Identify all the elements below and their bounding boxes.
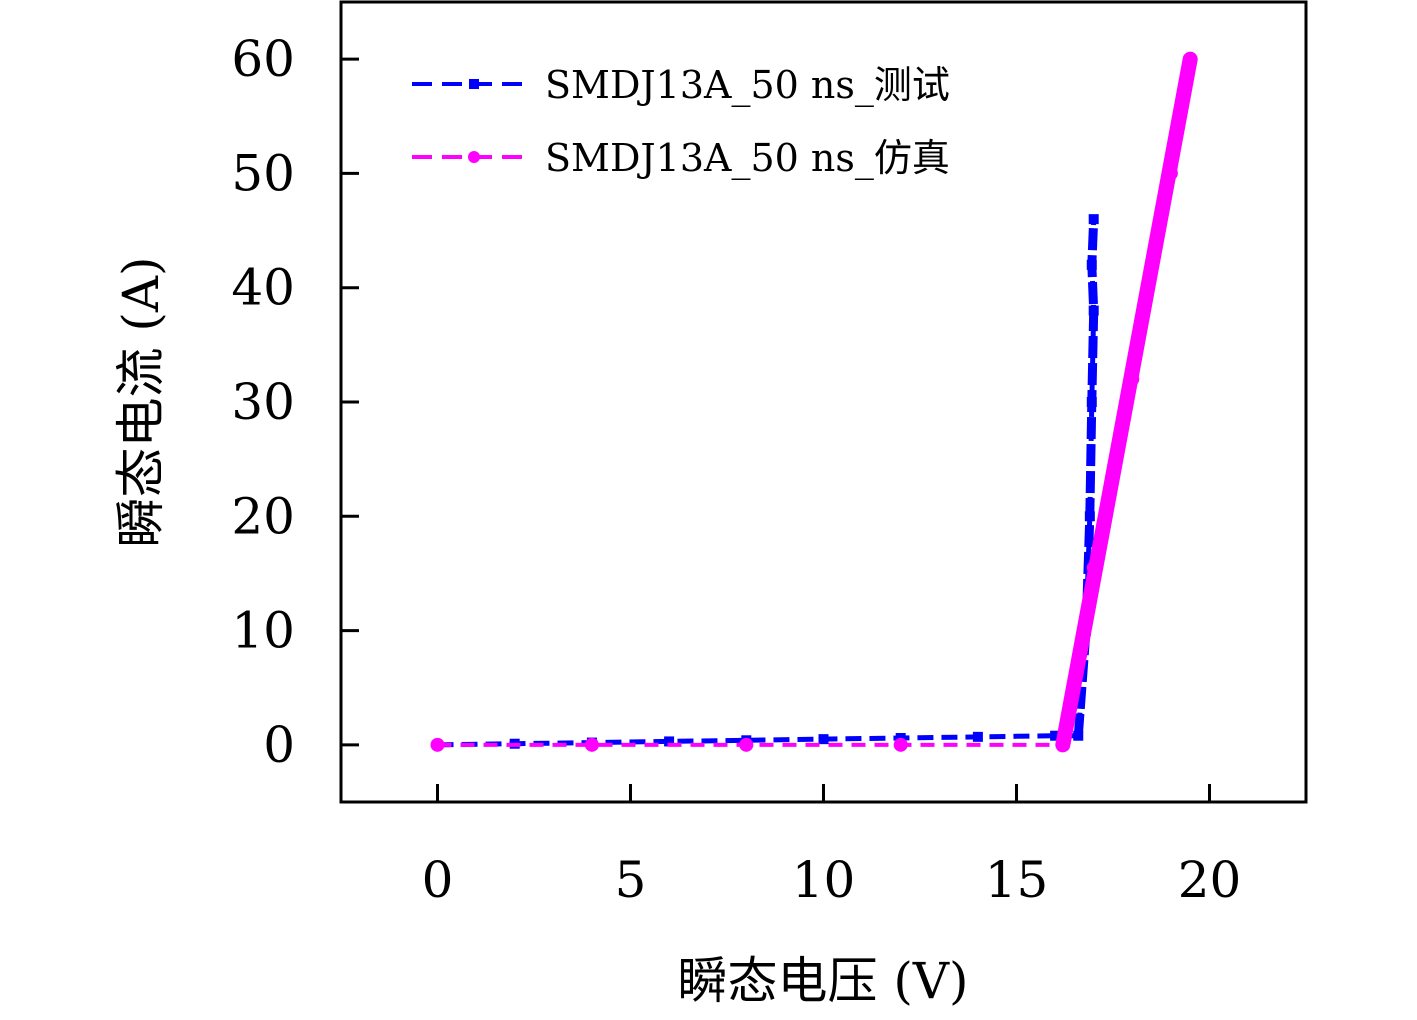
x-tick-label: 15 — [985, 851, 1049, 909]
series-1-point — [972, 731, 983, 742]
y-tick-label: 60 — [231, 30, 295, 88]
legend-marker-2 — [468, 151, 480, 163]
series-line-1 — [437, 218, 1097, 748]
x-axis-title: 瞬态电压 (V) — [677, 952, 968, 1010]
y-axis-title: 瞬态电流 (A) — [112, 256, 170, 547]
y-tick-label: 50 — [231, 144, 295, 202]
series-layer — [430, 51, 1198, 753]
legend-marker-1 — [469, 79, 479, 89]
series-1-ramp — [1073, 218, 1099, 737]
y-tick-label: 10 — [231, 602, 295, 660]
series-1-point — [818, 734, 829, 745]
x-axis: 0 5 10 15 20 — [422, 784, 1242, 909]
series-1-point — [664, 736, 675, 747]
legend-label-2: SMDJ13A_50 ns_仿真 — [545, 136, 950, 181]
y-tick-label: 40 — [231, 259, 295, 317]
y-tick-label: 0 — [263, 716, 295, 774]
y-tick-label: 30 — [231, 373, 295, 431]
y-tick-label: 20 — [231, 487, 295, 545]
series-2-point — [893, 737, 908, 752]
legend: SMDJ13A_50 ns_测试 SMDJ13A_50 ns_仿真 — [412, 63, 950, 181]
x-tick-label: 10 — [792, 851, 856, 909]
x-tick-label: 5 — [615, 851, 647, 909]
series-2-point — [430, 737, 445, 752]
series-1-point — [1073, 730, 1084, 741]
x-tick-label: 0 — [422, 851, 454, 909]
series-2-point — [739, 737, 754, 752]
series-2-ramp — [1055, 51, 1198, 753]
x-tick-label: 20 — [1178, 851, 1242, 909]
series-2-point — [584, 737, 599, 752]
series-1-point — [1050, 730, 1061, 741]
legend-label-1: SMDJ13A_50 ns_测试 — [545, 63, 950, 108]
y-axis: 0 10 20 30 40 50 60 — [231, 30, 359, 774]
plot-frame — [339, 0, 1308, 804]
